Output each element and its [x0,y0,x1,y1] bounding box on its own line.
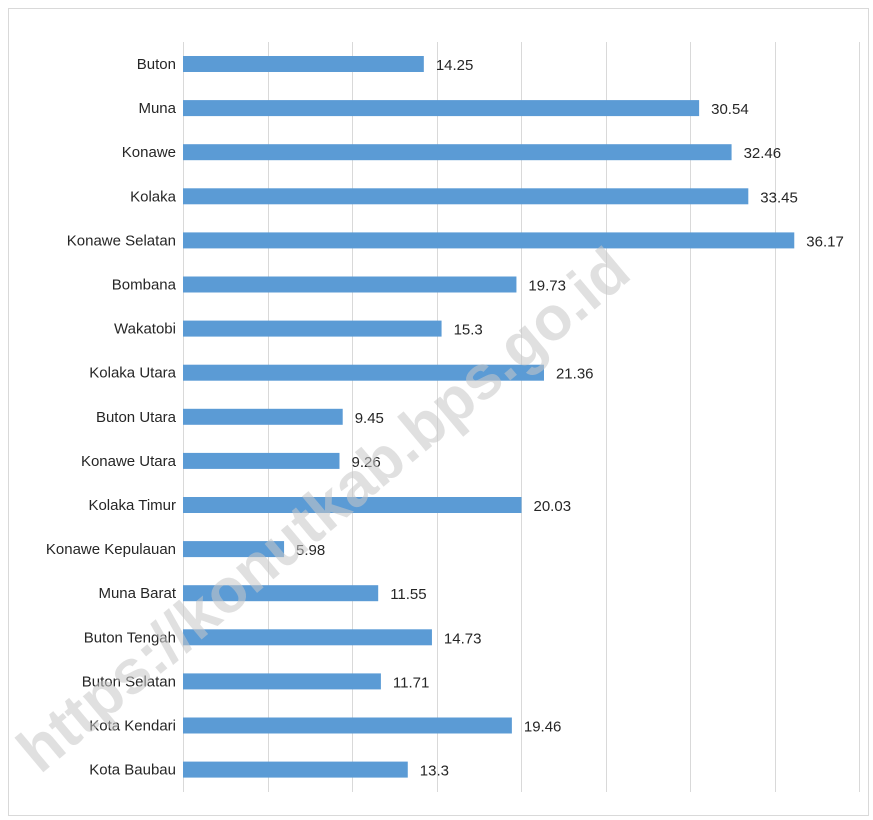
category-label: Muna Barat [98,585,176,602]
category-label: Konawe [122,144,176,161]
value-label: 19.73 [528,278,566,295]
value-label: 5.98 [296,542,325,559]
value-label: 9.26 [351,454,380,471]
category-label: Buton Selatan [82,673,176,690]
bar [183,629,432,646]
category-label: Konawe Selatan [67,232,176,249]
value-label: 33.45 [760,189,798,206]
value-label: 11.55 [390,586,426,603]
bar [183,452,340,469]
bar [183,276,517,293]
value-label: 19.46 [524,719,562,736]
category-label: Wakatobi [114,321,176,338]
category-label: Konawe Utara [81,453,177,470]
bar [183,541,285,558]
bar [183,408,343,425]
value-label: 14.25 [436,57,474,74]
category-label: Kolaka [130,188,177,205]
category-label: Bombana [112,277,177,294]
bar [183,364,544,381]
bar [183,673,381,690]
category-label: Muna [138,100,176,117]
bar [183,100,700,117]
bar [183,320,442,337]
value-label: 30.54 [711,101,749,118]
value-label: 13.3 [420,763,449,780]
bar [183,585,379,602]
category-label: Buton Utara [96,409,177,426]
value-label: 32.46 [744,145,782,162]
bar [183,761,408,778]
category-label: Kolaka Utara [89,365,176,382]
value-label: 15.3 [454,322,483,339]
bar [183,56,424,72]
label-layer: Buton 14.25 Muna 30.54 Konawe 32.46 Kolaka 33.4… [46,56,844,780]
bar [183,144,732,161]
value-label: 21.36 [556,366,594,383]
value-label: 11.71 [393,674,429,691]
category-label: Konawe Kepulauan [46,541,176,558]
bar [183,188,749,205]
category-label: Buton [137,56,176,73]
bar [183,717,512,734]
grid-layer [183,42,860,792]
value-label: 9.45 [355,410,384,427]
category-label: Buton Tengah [84,629,176,646]
category-label: Kolaka Timur [88,497,176,514]
bar-layer [183,56,795,778]
value-label: 36.17 [806,233,844,250]
bar [183,497,522,513]
category-label: Kota Baubau [89,762,176,779]
chart-frame [8,8,869,816]
value-label: 14.73 [444,630,482,647]
category-label: Kota Kendari [89,718,176,735]
bar [183,232,795,249]
value-label: 20.03 [534,498,572,515]
